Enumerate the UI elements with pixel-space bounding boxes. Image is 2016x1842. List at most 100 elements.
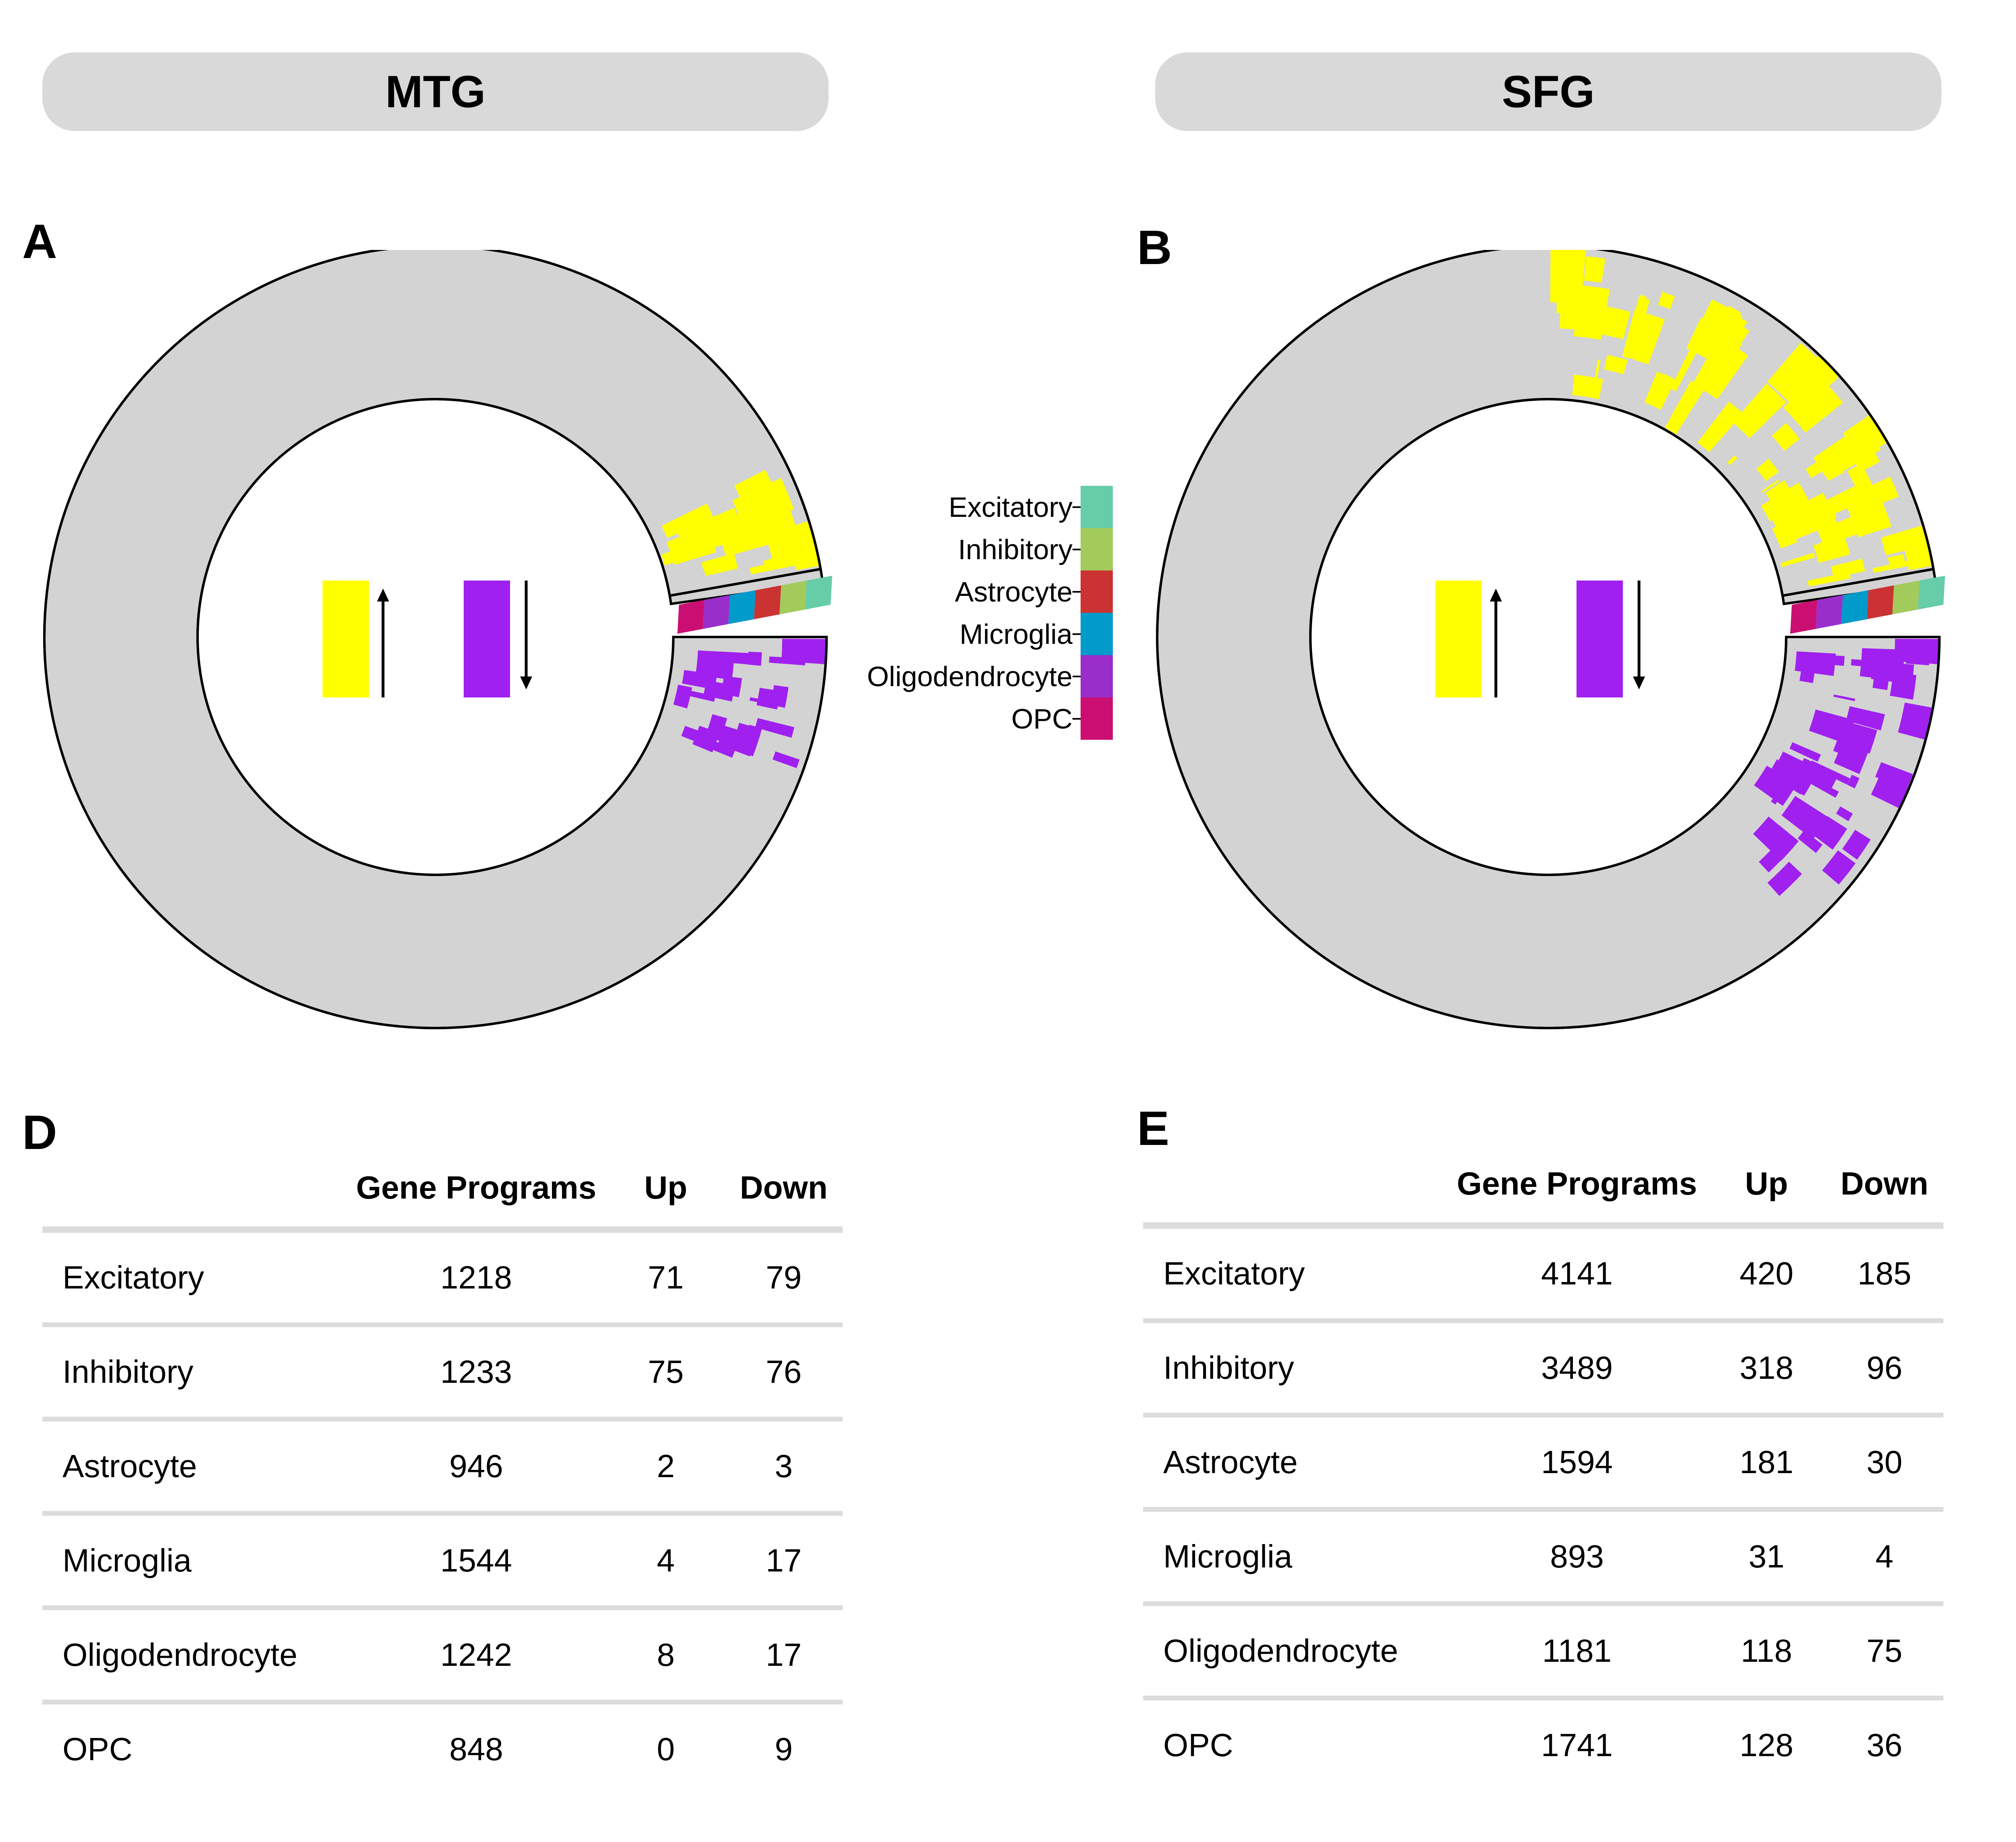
up-program-block <box>1783 374 1843 433</box>
up-program-block <box>1847 494 1892 537</box>
panel-letter-d: D <box>22 1105 57 1159</box>
table-row: Astrocyte 1594 181 30 <box>1143 1413 1943 1509</box>
cell-type-label: OPC <box>1143 1696 1447 1790</box>
up-program-block <box>1672 421 1682 432</box>
down-value: 17 <box>725 1605 843 1702</box>
down-program-block <box>1836 806 1853 821</box>
up-value: 0 <box>606 1700 725 1794</box>
circos-plot-mtg <box>43 250 832 1029</box>
up-program-block <box>1665 380 1705 435</box>
up-value: 31 <box>1707 1507 1826 1604</box>
up-program-block <box>1556 266 1583 314</box>
up-program-block <box>734 470 777 510</box>
up-value: 8 <box>606 1605 725 1702</box>
down-value: 79 <box>725 1226 843 1325</box>
down-program-block <box>1797 830 1823 853</box>
up-program-block <box>1808 370 1838 399</box>
cell-type-band-segment <box>1892 581 1920 614</box>
table-header-row: Gene Programs Up Down <box>42 1169 843 1230</box>
circos-plot-sfg <box>1156 250 1945 1029</box>
down-program-block <box>1842 830 1871 860</box>
up-value: 118 <box>1707 1601 1826 1698</box>
down-program-block <box>1796 758 1839 792</box>
track-outline <box>43 250 828 1029</box>
cell-type-band-segment <box>677 600 705 634</box>
table-row: Microglia 1544 4 17 <box>42 1511 843 1608</box>
down-arrow-icon <box>520 676 532 689</box>
up-program-block <box>1767 343 1826 403</box>
down-value: 4 <box>1825 1507 1943 1604</box>
down-program-block <box>1846 723 1877 754</box>
legend-label: Oligodendrocyte <box>867 660 1073 692</box>
down-program-block <box>725 652 756 665</box>
up-value: 2 <box>606 1417 725 1513</box>
table-row: OPC 1741 128 36 <box>1143 1696 1943 1790</box>
up-value: 71 <box>606 1226 725 1325</box>
cell-type-band-segment <box>703 595 730 629</box>
region-header-mtg: MTG <box>42 52 829 131</box>
down-program-block <box>681 726 718 749</box>
cell-type-label: Excitatory <box>1143 1222 1447 1321</box>
up-value: 75 <box>606 1322 725 1419</box>
down-program-block <box>773 751 800 768</box>
cell-type-band-segment <box>1841 590 1868 624</box>
down-program-block <box>1875 762 1913 790</box>
table-row: Microglia 893 31 4 <box>1143 1507 1943 1604</box>
legend-label: OPC <box>1011 703 1073 735</box>
up-program-block <box>1795 355 1839 399</box>
down-program-block <box>1847 774 1860 789</box>
legend-item: Excitatory <box>949 486 1113 528</box>
down-program-block <box>1851 659 1876 668</box>
gene-programs-value: 3489 <box>1446 1318 1708 1415</box>
table-row: Inhibitory 1233 75 76 <box>42 1322 843 1419</box>
gene-programs-value: 1242 <box>346 1605 607 1702</box>
up-program-block <box>1831 558 1865 578</box>
legend-item: OPC <box>1011 697 1113 740</box>
table-header-row: Gene Programs Up Down <box>1143 1165 1943 1226</box>
panel-letter-a: A <box>22 214 57 268</box>
down-program-block <box>721 676 742 697</box>
down-program-block <box>1846 706 1885 731</box>
up-program-block <box>1658 291 1675 309</box>
gene-programs-value: 1218 <box>346 1226 607 1325</box>
up-program-block <box>1695 299 1743 348</box>
up-program-block <box>701 554 732 569</box>
up-program-block <box>1604 355 1628 375</box>
gene-program-table-mtg: Gene Programs Up Down Excitatory 1218 71 79 Inh… <box>42 1169 843 1794</box>
cell-type-band-segment <box>754 585 781 619</box>
legend-tick <box>1073 591 1081 593</box>
cell-type-label: Oligodendrocyte <box>42 1605 346 1702</box>
down-value: 36 <box>1825 1696 1943 1790</box>
cell-type-label: Oligodendrocyte <box>1143 1601 1447 1698</box>
down-program-block <box>731 722 754 753</box>
cell-type-label: Microglia <box>1143 1507 1447 1604</box>
legend-label: Excitatory <box>948 491 1073 523</box>
down-value: 76 <box>725 1322 843 1419</box>
header-down: Down <box>1840 1166 1929 1201</box>
up-program-block <box>1594 359 1601 382</box>
down-program-block <box>673 685 692 709</box>
down-value: 17 <box>725 1511 843 1608</box>
cell-type-label: Microglia <box>42 1511 346 1608</box>
down-program-block <box>1877 664 1896 677</box>
up-program-block <box>1781 552 1815 567</box>
down-key-bar <box>464 581 510 697</box>
legend-item: Astrocyte <box>955 570 1113 613</box>
up-program-block <box>725 518 785 543</box>
header-up: Up <box>644 1170 687 1205</box>
header-gene-programs: Gene Programs <box>356 1170 596 1205</box>
down-value: 9 <box>725 1700 843 1794</box>
legend-swatch <box>1081 570 1113 613</box>
table-row: Oligodendrocyte 1242 8 17 <box>42 1605 843 1702</box>
down-program-block <box>1753 816 1799 861</box>
down-value: 30 <box>1825 1413 1943 1509</box>
cell-type-label: Inhibitory <box>1143 1318 1447 1415</box>
up-value: 128 <box>1707 1696 1826 1790</box>
region-title: SFG <box>1502 67 1595 117</box>
table-row: Astrocyte 946 2 3 <box>42 1417 843 1513</box>
cell-type-label: Excitatory <box>42 1226 346 1325</box>
down-program-block <box>1781 796 1829 840</box>
legend-label: Inhibitory <box>958 533 1073 565</box>
gene-programs-value: 1181 <box>1446 1601 1708 1698</box>
down-program-block <box>781 639 827 664</box>
